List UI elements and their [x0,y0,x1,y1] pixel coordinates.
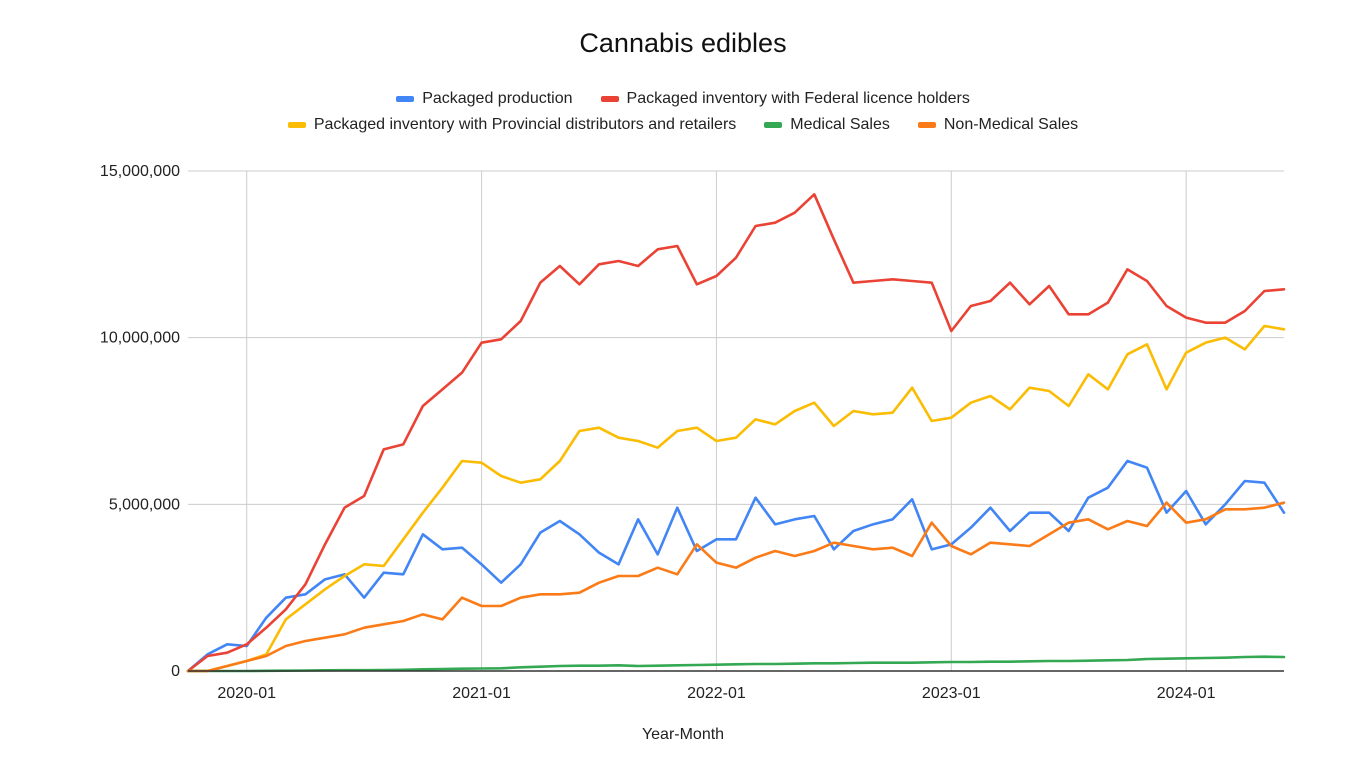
x-tick-label: 2021-01 [452,685,511,702]
x-tick-label: 2022-01 [687,685,746,702]
legend-label: Medical Sales [790,116,890,133]
legend-swatch-icon [396,96,415,102]
legend-swatch-icon [764,122,783,128]
legend-label: Packaged inventory with Provincial distr… [313,116,737,133]
legend-label: Packaged production [422,90,573,107]
y-tick-label: 5,000,000 [109,496,180,513]
x-tick-label: 2023-01 [922,685,981,702]
series-line [186,459,1286,673]
y-tick-label: 15,000,000 [100,163,180,180]
x-tick-label: 2024-01 [1157,685,1216,702]
series-line [186,501,1286,673]
y-tick-label: 10,000,000 [100,330,180,347]
legend-swatch-icon [917,122,936,128]
legend-label: Packaged inventory with Federal licence … [626,90,970,107]
legend-item: Packaged inventory with Federal licence … [600,90,970,108]
legend-item: Packaged production [396,90,573,108]
x-tick-label: 2020-01 [217,685,276,702]
legend-row-2: Packaged inventory with Provincial distr… [0,116,1366,134]
x-axis-title: Year-Month [641,726,725,743]
legend-item: Packaged inventory with Provincial distr… [287,116,737,134]
legend-swatch-icon [600,96,619,102]
y-tick-label: 0 [171,663,180,680]
legend-row-1: Packaged production Packaged inventory w… [0,90,1366,108]
legend-swatch-icon [287,122,306,128]
legend-item: Medical Sales [764,116,890,134]
chart-title: Cannabis edibles [579,28,787,58]
series-line [186,324,1286,673]
legend-item: Non-Medical Sales [917,116,1079,134]
series-line [186,193,1286,673]
series-line [186,655,1286,673]
legend-label: Non-Medical Sales [943,116,1079,133]
